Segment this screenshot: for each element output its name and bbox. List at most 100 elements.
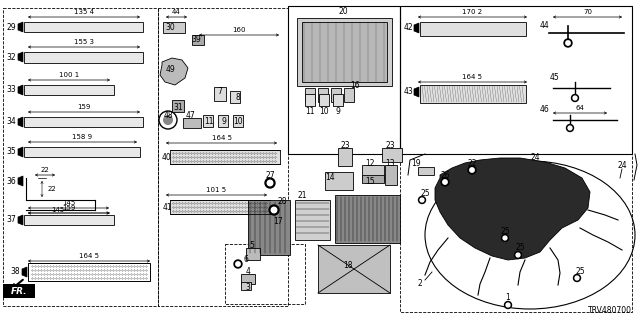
Text: 145: 145 — [62, 200, 75, 206]
Text: 135 4: 135 4 — [74, 9, 94, 15]
Text: 26: 26 — [440, 171, 450, 180]
Polygon shape — [435, 158, 590, 260]
Bar — [418, 167, 434, 175]
Circle shape — [269, 205, 279, 215]
Text: 8: 8 — [236, 92, 241, 101]
Bar — [335, 195, 400, 243]
Polygon shape — [18, 85, 23, 95]
Text: 33: 33 — [6, 85, 16, 94]
Text: 158 9: 158 9 — [72, 134, 93, 140]
Polygon shape — [160, 58, 188, 85]
Text: 101 5: 101 5 — [207, 187, 227, 193]
Text: 22: 22 — [48, 186, 57, 192]
Text: 160: 160 — [232, 27, 246, 33]
Text: 11: 11 — [204, 117, 214, 126]
Text: 6: 6 — [244, 255, 248, 265]
Text: 28: 28 — [277, 197, 287, 206]
Bar — [400, 154, 632, 312]
Text: 24: 24 — [617, 161, 627, 170]
Bar — [305, 88, 315, 102]
Bar — [420, 22, 526, 36]
Text: 155 3: 155 3 — [74, 39, 94, 45]
Bar — [24, 147, 140, 157]
Text: 5: 5 — [250, 242, 255, 251]
Text: 100 1: 100 1 — [59, 72, 79, 78]
Bar — [362, 165, 384, 179]
Circle shape — [506, 303, 510, 307]
Bar — [325, 172, 353, 190]
Bar — [24, 52, 143, 63]
Text: 164 5: 164 5 — [211, 135, 232, 141]
Circle shape — [443, 180, 447, 184]
Bar — [158, 8, 288, 306]
Circle shape — [575, 276, 579, 280]
Circle shape — [502, 235, 509, 242]
Circle shape — [568, 126, 572, 130]
Text: 23: 23 — [385, 140, 395, 149]
Bar — [246, 248, 260, 260]
Text: 44: 44 — [540, 20, 550, 29]
Text: 7: 7 — [218, 87, 223, 97]
Text: 37: 37 — [6, 215, 16, 225]
Polygon shape — [18, 117, 23, 127]
Text: 43: 43 — [403, 87, 413, 97]
Text: 32: 32 — [6, 52, 16, 61]
Circle shape — [234, 260, 242, 268]
Text: 34: 34 — [6, 117, 16, 126]
Text: 48: 48 — [163, 110, 173, 119]
Text: TRV480700: TRV480700 — [588, 306, 632, 315]
Text: 47: 47 — [185, 110, 195, 119]
Circle shape — [268, 180, 273, 186]
Polygon shape — [18, 215, 23, 225]
Text: 15: 15 — [365, 178, 375, 187]
Bar — [183, 118, 201, 128]
Text: 49: 49 — [165, 66, 175, 75]
Text: 31: 31 — [173, 102, 183, 111]
Text: 164 5: 164 5 — [79, 253, 99, 259]
Text: 10: 10 — [233, 117, 243, 126]
Circle shape — [503, 236, 507, 240]
Bar — [385, 165, 397, 185]
Text: 25: 25 — [575, 268, 585, 276]
Circle shape — [516, 253, 520, 257]
Bar — [3, 284, 35, 298]
Text: 159: 159 — [62, 205, 76, 211]
Bar — [192, 35, 204, 45]
Text: 36: 36 — [6, 177, 16, 186]
Bar — [338, 148, 352, 166]
Bar — [203, 115, 213, 127]
Text: 9: 9 — [335, 107, 340, 116]
Text: 21: 21 — [297, 190, 307, 199]
Text: 45: 45 — [550, 74, 560, 83]
Bar — [233, 115, 243, 127]
Text: 25: 25 — [420, 188, 430, 197]
Bar — [225, 244, 305, 304]
Bar — [170, 200, 270, 214]
Text: 41: 41 — [162, 204, 172, 212]
Bar — [172, 100, 184, 112]
Bar — [331, 88, 341, 102]
Bar — [400, 6, 632, 154]
Text: 42: 42 — [403, 23, 413, 33]
Text: 2: 2 — [418, 279, 422, 289]
Text: 3: 3 — [246, 284, 250, 292]
Text: 4: 4 — [246, 268, 250, 276]
Text: 22: 22 — [467, 158, 477, 167]
Bar — [24, 117, 143, 127]
Text: 17: 17 — [273, 218, 283, 227]
Bar — [318, 245, 390, 293]
Bar — [305, 94, 315, 106]
Circle shape — [163, 115, 173, 125]
Text: 10: 10 — [319, 107, 329, 116]
Circle shape — [572, 94, 579, 101]
Text: 159: 159 — [77, 104, 91, 110]
Text: 25: 25 — [500, 228, 510, 236]
Text: 14: 14 — [325, 173, 335, 182]
Text: 29: 29 — [6, 22, 16, 31]
Circle shape — [504, 301, 511, 308]
Polygon shape — [414, 23, 419, 33]
Polygon shape — [18, 52, 23, 62]
Text: 1: 1 — [506, 293, 510, 302]
Bar — [28, 263, 150, 281]
Bar — [302, 22, 387, 82]
